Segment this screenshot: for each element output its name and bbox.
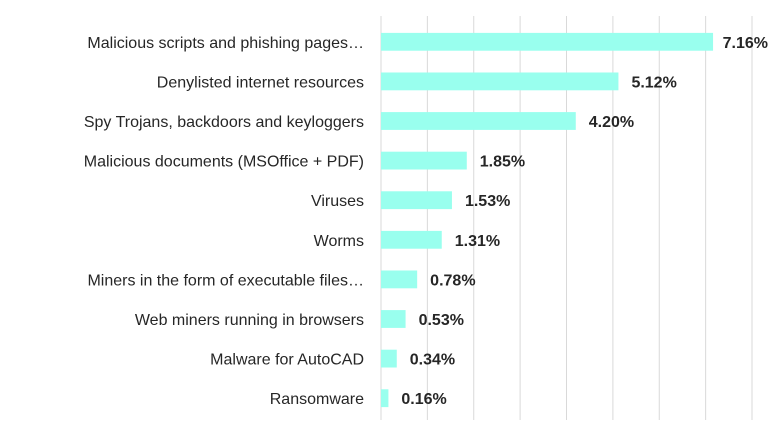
bar (381, 230, 442, 249)
bar (381, 151, 467, 170)
category-label: Denylisted internet resources (157, 74, 364, 91)
bar (381, 270, 418, 289)
data-label: 0.53% (419, 312, 464, 329)
category-label: Miners in the form of executable files… (87, 272, 364, 289)
category-label: Malicious documents (MSOffice + PDF) (84, 154, 364, 171)
bar (381, 32, 714, 51)
bar (381, 310, 406, 328)
data-label: 1.53% (465, 193, 510, 210)
data-label: 1.85% (480, 154, 525, 171)
category-label: Malware for AutoCAD (210, 352, 364, 369)
bar (381, 72, 619, 91)
data-label: 7.16% (723, 35, 768, 52)
data-label: 4.20% (589, 114, 634, 131)
category-label: Viruses (311, 193, 364, 210)
category-label: Malicious scripts and phishing pages… (87, 35, 364, 52)
value-labels: 7.16% 5.12% 4.20% 1.85% 1.53% 1.31% 0.78% 0.53%… (401, 35, 768, 408)
bar (381, 349, 397, 368)
data-label: 0.16% (401, 391, 446, 408)
category-label: Worms (314, 233, 364, 250)
bar (381, 191, 452, 210)
category-label: Spy Trojans, backdoors and keyloggers (84, 114, 364, 131)
data-label: 0.78% (430, 272, 475, 289)
bars (381, 32, 714, 408)
bar (381, 389, 389, 408)
data-label: 1.31% (455, 233, 500, 250)
category-label: Web miners running in browsers (135, 312, 364, 329)
category-labels: Malicious scripts and phishing pages… Den… (84, 35, 364, 408)
category-label: Ransomware (270, 391, 364, 408)
data-label: 0.34% (410, 352, 455, 369)
bar (381, 112, 576, 130)
data-label: 5.12% (631, 74, 676, 91)
